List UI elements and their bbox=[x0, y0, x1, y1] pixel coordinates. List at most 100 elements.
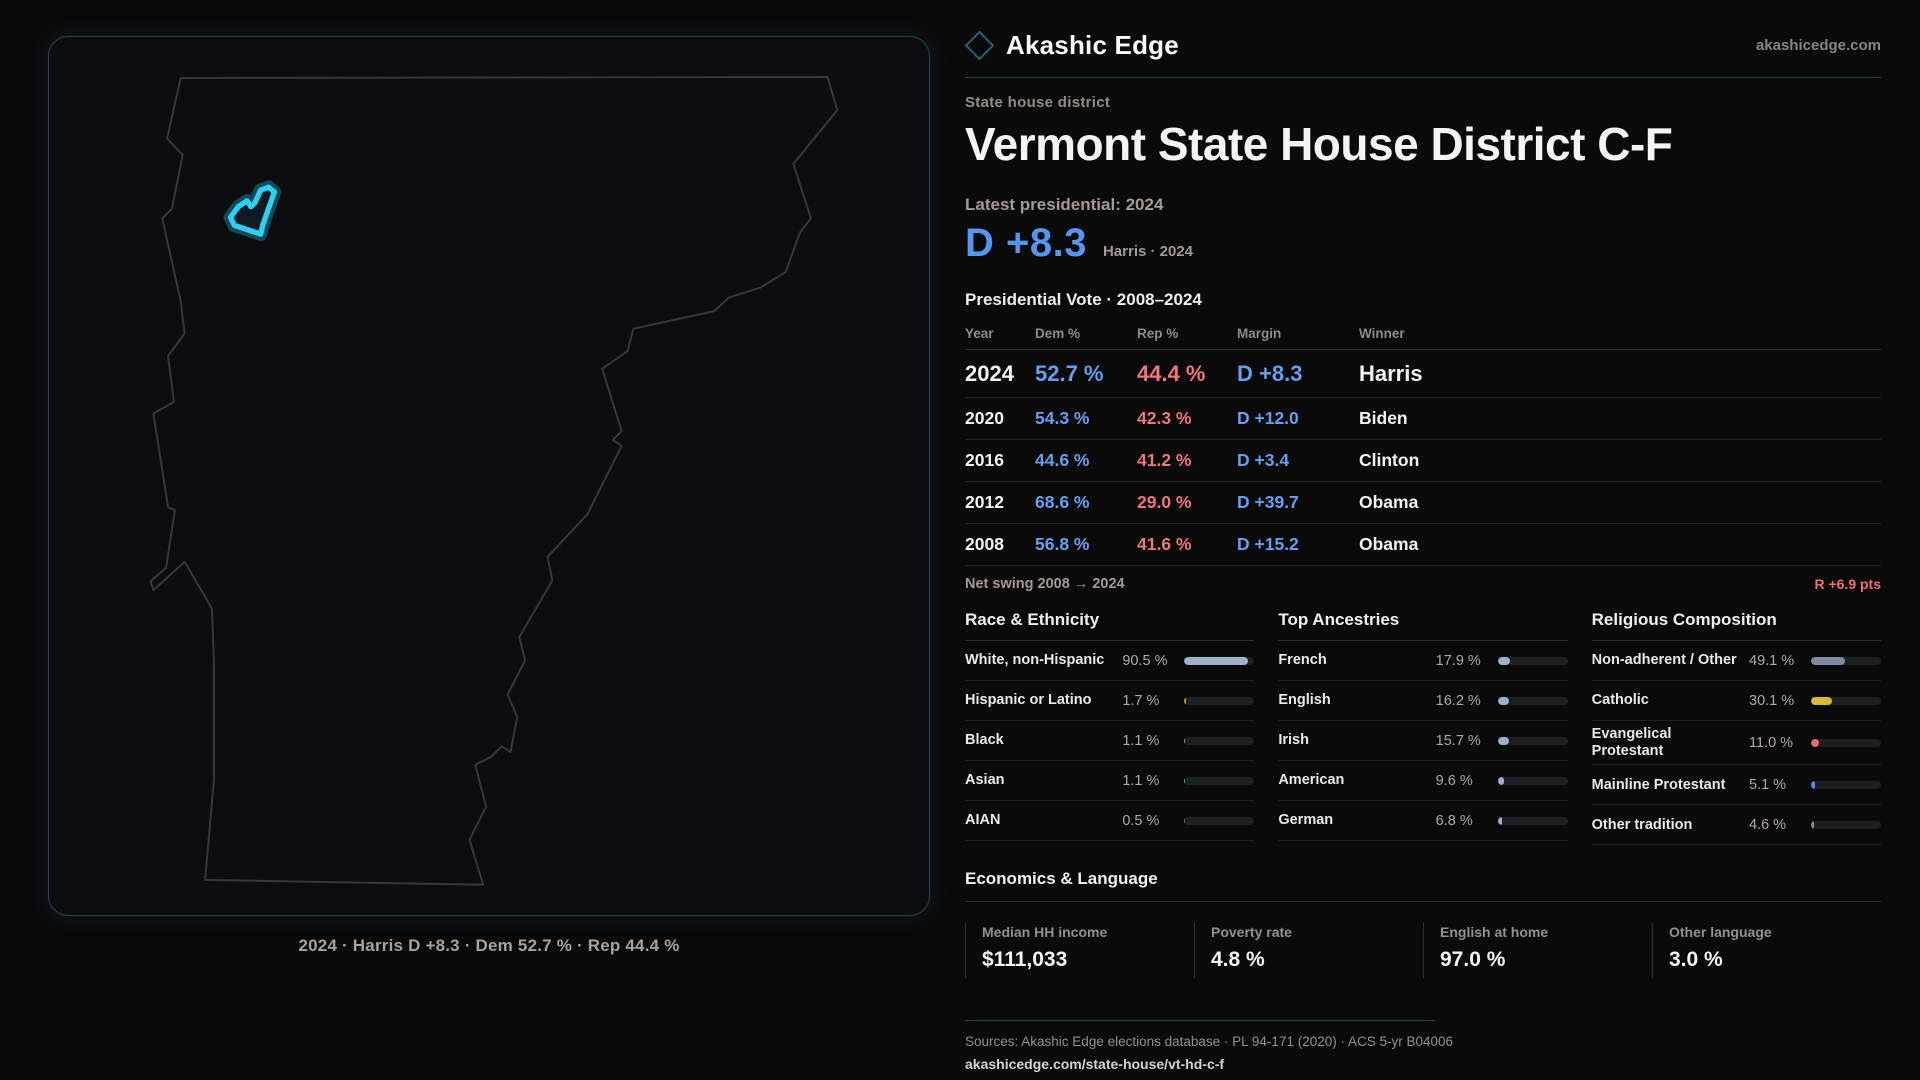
cell-margin: D +3.4 bbox=[1237, 450, 1290, 470]
stat-bar bbox=[1184, 736, 1255, 745]
net-swing-row: Net swing 2008 → 2024 R +6.9 pts bbox=[965, 566, 1881, 602]
stat-value: 1.1 % bbox=[1122, 732, 1160, 749]
stat-bar bbox=[1497, 816, 1568, 825]
stat-value: $111,033 bbox=[982, 948, 1068, 972]
stat-label: English bbox=[1278, 692, 1331, 709]
stat-value: 5.1 % bbox=[1749, 776, 1787, 793]
stat-value: 97.0 % bbox=[1440, 948, 1506, 972]
stat-value: 1.1 % bbox=[1122, 772, 1160, 789]
table-row: 2020 54.3 % 42.3 % D +12.0 Biden bbox=[965, 398, 1881, 440]
list-item: American 9.6 % bbox=[1278, 761, 1568, 801]
cell-rep: 41.2 % bbox=[1137, 450, 1192, 470]
vote-table: Year Dem % Rep % Margin Winner 2024 52.7… bbox=[965, 318, 1881, 566]
list-item: White, non-Hispanic 90.5 % bbox=[965, 641, 1255, 681]
stat-label: Asian bbox=[965, 772, 1005, 789]
stat-value: 4.8 % bbox=[1211, 948, 1265, 972]
stat-bar bbox=[1497, 736, 1568, 745]
col-margin: Margin bbox=[1237, 326, 1282, 341]
district-shape bbox=[227, 184, 278, 237]
col-rep: Rep % bbox=[1137, 326, 1179, 341]
stat-label: White, non-Hispanic bbox=[965, 652, 1105, 669]
stat-label: English at home bbox=[1440, 924, 1549, 941]
stat-block: Other language 3.0 % bbox=[1652, 922, 1881, 979]
stat-bar bbox=[1811, 820, 1881, 829]
latest-margin-row: D +8.3 Harris · 2024 bbox=[965, 221, 1881, 266]
table-row: 2016 44.6 % 41.2 % D +3.4 Clinton bbox=[965, 440, 1881, 482]
cell-margin: D +8.3 bbox=[1237, 360, 1303, 386]
cell-margin: D +12.0 bbox=[1237, 408, 1299, 428]
table-row: 2008 56.8 % 41.6 % D +15.2 Obama bbox=[965, 524, 1881, 566]
stat-value: 6.8 % bbox=[1435, 812, 1473, 829]
list-item: Irish 15.7 % bbox=[1278, 721, 1568, 761]
stat-label: Other tradition bbox=[1591, 816, 1693, 833]
table-row: 2024 52.7 % 44.4 % D +8.3 Harris bbox=[965, 350, 1881, 398]
stat-bar bbox=[1184, 656, 1255, 665]
latest-margin-sub: Harris · 2024 bbox=[1102, 243, 1194, 260]
stat-bar bbox=[1497, 656, 1568, 665]
stat-label: Other language bbox=[1669, 924, 1772, 941]
cell-dem: 68.6 % bbox=[1035, 492, 1090, 512]
stat-bar bbox=[1497, 776, 1568, 785]
stat-bar bbox=[1811, 656, 1881, 665]
brand-name: Akashic Edge bbox=[1006, 30, 1179, 60]
map-caption: 2024 · Harris D +8.3 · Dem 52.7 % · Rep … bbox=[298, 936, 680, 955]
list-item: Other tradition 4.6 % bbox=[1591, 805, 1881, 846]
stat-bar bbox=[1184, 816, 1255, 825]
cell-winner: Obama bbox=[1359, 492, 1419, 512]
stat-label: American bbox=[1278, 772, 1345, 789]
map-pane: 2024 · Harris D +8.3 · Dem 52.7 % · Rep … bbox=[48, 36, 930, 956]
footer: Sources: Akashic Edge elections database… bbox=[965, 1020, 1881, 1072]
net-swing-value: R +6.9 pts bbox=[1814, 576, 1881, 592]
footer-url-link[interactable]: akashicedge.com/state-house/vt-hd-c-f bbox=[965, 1056, 1225, 1073]
stat-bar bbox=[1497, 696, 1568, 705]
brand-domain-link[interactable]: akashicedge.com bbox=[1755, 37, 1881, 54]
stat-value: 3.0 % bbox=[1669, 948, 1723, 972]
col-dem: Dem % bbox=[1035, 326, 1081, 341]
list-item: Catholic 30.1 % bbox=[1591, 681, 1881, 721]
stat-block: Median HH income $111,033 bbox=[965, 922, 1194, 979]
stat-value: 9.6 % bbox=[1435, 772, 1473, 789]
list-item: Hispanic or Latino 1.7 % bbox=[965, 681, 1255, 721]
latest-presidential-label: Latest presidential: 2024 bbox=[965, 195, 1164, 214]
footer-divider bbox=[965, 1020, 1435, 1022]
cell-dem: 44.6 % bbox=[1035, 450, 1090, 470]
stat-value: 30.1 % bbox=[1749, 692, 1795, 709]
cell-year: 2012 bbox=[965, 492, 1004, 512]
stat-label: Catholic bbox=[1591, 692, 1649, 709]
stat-bar bbox=[1184, 696, 1255, 705]
footer-sources: Sources: Akashic Edge elections database… bbox=[965, 1034, 1454, 1050]
stat-value: 90.5 % bbox=[1122, 652, 1168, 669]
ancestries-section: Top Ancestries French 17.9 % English 16.… bbox=[1278, 610, 1568, 845]
section-title: Race & Ethnicity bbox=[965, 610, 1255, 641]
religion-section: Religious Composition Non-adherent / Oth… bbox=[1591, 610, 1881, 846]
vote-table-title: Presidential Vote · 2008–2024 bbox=[965, 290, 1202, 309]
cell-winner: Harris bbox=[1359, 360, 1423, 386]
stat-bar bbox=[1184, 776, 1255, 785]
economics-grid: Median HH income $111,033 Poverty rate 4… bbox=[965, 922, 1881, 979]
list-item: English 16.2 % bbox=[1278, 681, 1568, 721]
list-item: Asian 1.1 % bbox=[965, 761, 1255, 801]
cell-rep: 41.6 % bbox=[1137, 534, 1192, 554]
stat-label: Irish bbox=[1278, 732, 1309, 749]
demographics-grid: Race & Ethnicity White, non-Hispanic 90.… bbox=[965, 610, 1881, 846]
stat-bar bbox=[1811, 780, 1881, 789]
page-title: Vermont State House District C-F bbox=[965, 118, 1673, 170]
col-winner: Winner bbox=[1359, 326, 1405, 341]
stat-label: Evangelical Protestant bbox=[1591, 726, 1672, 759]
vermont-outline bbox=[149, 76, 839, 886]
list-item: German 6.8 % bbox=[1278, 801, 1568, 841]
district-map bbox=[48, 36, 930, 916]
stat-label: French bbox=[1278, 652, 1327, 669]
cell-rep: 44.4 % bbox=[1137, 360, 1206, 386]
brand-diamond-icon bbox=[964, 30, 995, 61]
stat-label: Hispanic or Latino bbox=[965, 692, 1092, 709]
race-ethnicity-section: Race & Ethnicity White, non-Hispanic 90.… bbox=[965, 610, 1255, 845]
district-type-label: State house district bbox=[965, 94, 1111, 111]
stat-value: 49.1 % bbox=[1749, 652, 1795, 669]
list-item: Evangelical Protestant 11.0 % bbox=[1591, 721, 1881, 766]
stat-value: 4.6 % bbox=[1749, 816, 1787, 833]
cell-dem: 52.7 % bbox=[1035, 360, 1104, 386]
stat-label: AIAN bbox=[965, 812, 1001, 829]
economics-title: Economics & Language bbox=[965, 869, 1881, 903]
vermont-map-svg bbox=[149, 76, 839, 886]
